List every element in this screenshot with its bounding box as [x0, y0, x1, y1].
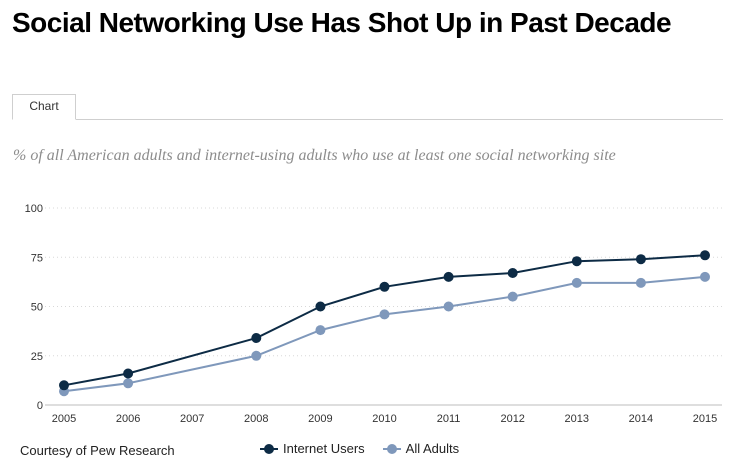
legend-swatch-internet-users [260, 443, 278, 455]
chart-title: Social Networking Use Has Shot Up in Pas… [12, 7, 672, 38]
y-tick-label-75: 75 [31, 252, 43, 264]
x-tick-label-2009: 2009 [308, 413, 332, 425]
x-tick-label-2006: 2006 [116, 413, 140, 425]
data-point-all-adults-2006 [123, 378, 134, 389]
legend-item-all-adults[interactable]: All Adults [382, 441, 460, 456]
y-tick-label-0: 0 [37, 400, 43, 412]
chart-subtitle: % of all American adults and internet-us… [13, 147, 616, 164]
x-tick-label-2008: 2008 [244, 413, 268, 425]
legend-label-all-adults: All Adults [405, 441, 460, 456]
data-point-all-adults-2010 [379, 309, 390, 320]
data-point-internet-users-2015 [700, 250, 710, 261]
data-point-internet-users-2005 [59, 380, 69, 391]
data-point-internet-users-2014 [635, 254, 646, 265]
data-point-internet-users-2008 [251, 333, 262, 343]
y-tick-label-100: 100 [25, 203, 43, 215]
legend-item-internet-users[interactable]: Internet Users [260, 441, 365, 456]
data-point-internet-users-2009 [315, 301, 326, 312]
tab-chart[interactable]: Chart [12, 94, 76, 120]
data-point-all-adults-2009 [315, 325, 326, 336]
data-point-all-adults-2015 [700, 271, 710, 282]
data-point-all-adults-2013 [571, 277, 582, 288]
data-point-all-adults-2011 [443, 301, 454, 312]
data-point-internet-users-2006 [123, 368, 134, 379]
data-point-all-adults-2008 [251, 350, 262, 361]
data-point-all-adults-2014 [635, 277, 646, 288]
x-tick-label-2015: 2015 [693, 413, 717, 425]
data-point-internet-users-2012 [507, 268, 518, 278]
data-point-all-adults-2012 [507, 291, 518, 302]
legend-label-internet-users: Internet Users [283, 441, 365, 456]
data-point-internet-users-2010 [379, 281, 390, 292]
chart-legend: Internet Users All Adults [260, 441, 477, 456]
x-tick-label-2013: 2013 [565, 413, 589, 425]
x-tick-label-2014: 2014 [629, 413, 653, 425]
x-tick-label-2007: 2007 [180, 413, 204, 425]
series-line-all-adults [63, 275, 706, 393]
x-tick-label-2005: 2005 [52, 413, 76, 425]
data-point-internet-users-2013 [571, 256, 582, 267]
legend-swatch-all-adults [382, 443, 401, 455]
x-tick-label-2012: 2012 [500, 413, 524, 425]
source-credit: Courtesy of Pew Research [20, 443, 175, 458]
x-tick-label-2011: 2011 [437, 413, 461, 425]
line-chart: 0 25 50 75 100 2005 2006 2007 2008 2009 2010 2011 20… [25, 203, 722, 425]
series-line-internet-users [63, 254, 706, 387]
y-tick-label-50: 50 [31, 302, 43, 314]
y-tick-label-25: 25 [31, 351, 43, 363]
data-point-internet-users-2011 [443, 271, 454, 282]
x-tick-label-2010: 2010 [372, 413, 396, 425]
tab-bar: Chart [12, 94, 723, 120]
